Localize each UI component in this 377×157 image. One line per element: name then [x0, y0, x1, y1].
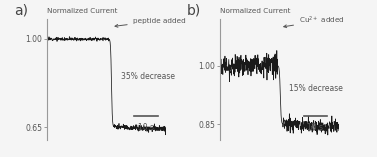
Text: Cu$^{2+}$ added: Cu$^{2+}$ added — [284, 15, 345, 28]
Text: 10 s: 10 s — [308, 123, 323, 132]
Text: 35% decrease: 35% decrease — [121, 72, 175, 81]
Text: a): a) — [14, 3, 28, 17]
Text: 10 s: 10 s — [138, 123, 154, 132]
Text: Normalized Current: Normalized Current — [220, 8, 291, 14]
Text: 15% decrease: 15% decrease — [290, 84, 343, 93]
Text: peptide added: peptide added — [115, 18, 185, 27]
Text: b): b) — [187, 3, 201, 17]
Text: Normalized Current: Normalized Current — [47, 8, 118, 14]
